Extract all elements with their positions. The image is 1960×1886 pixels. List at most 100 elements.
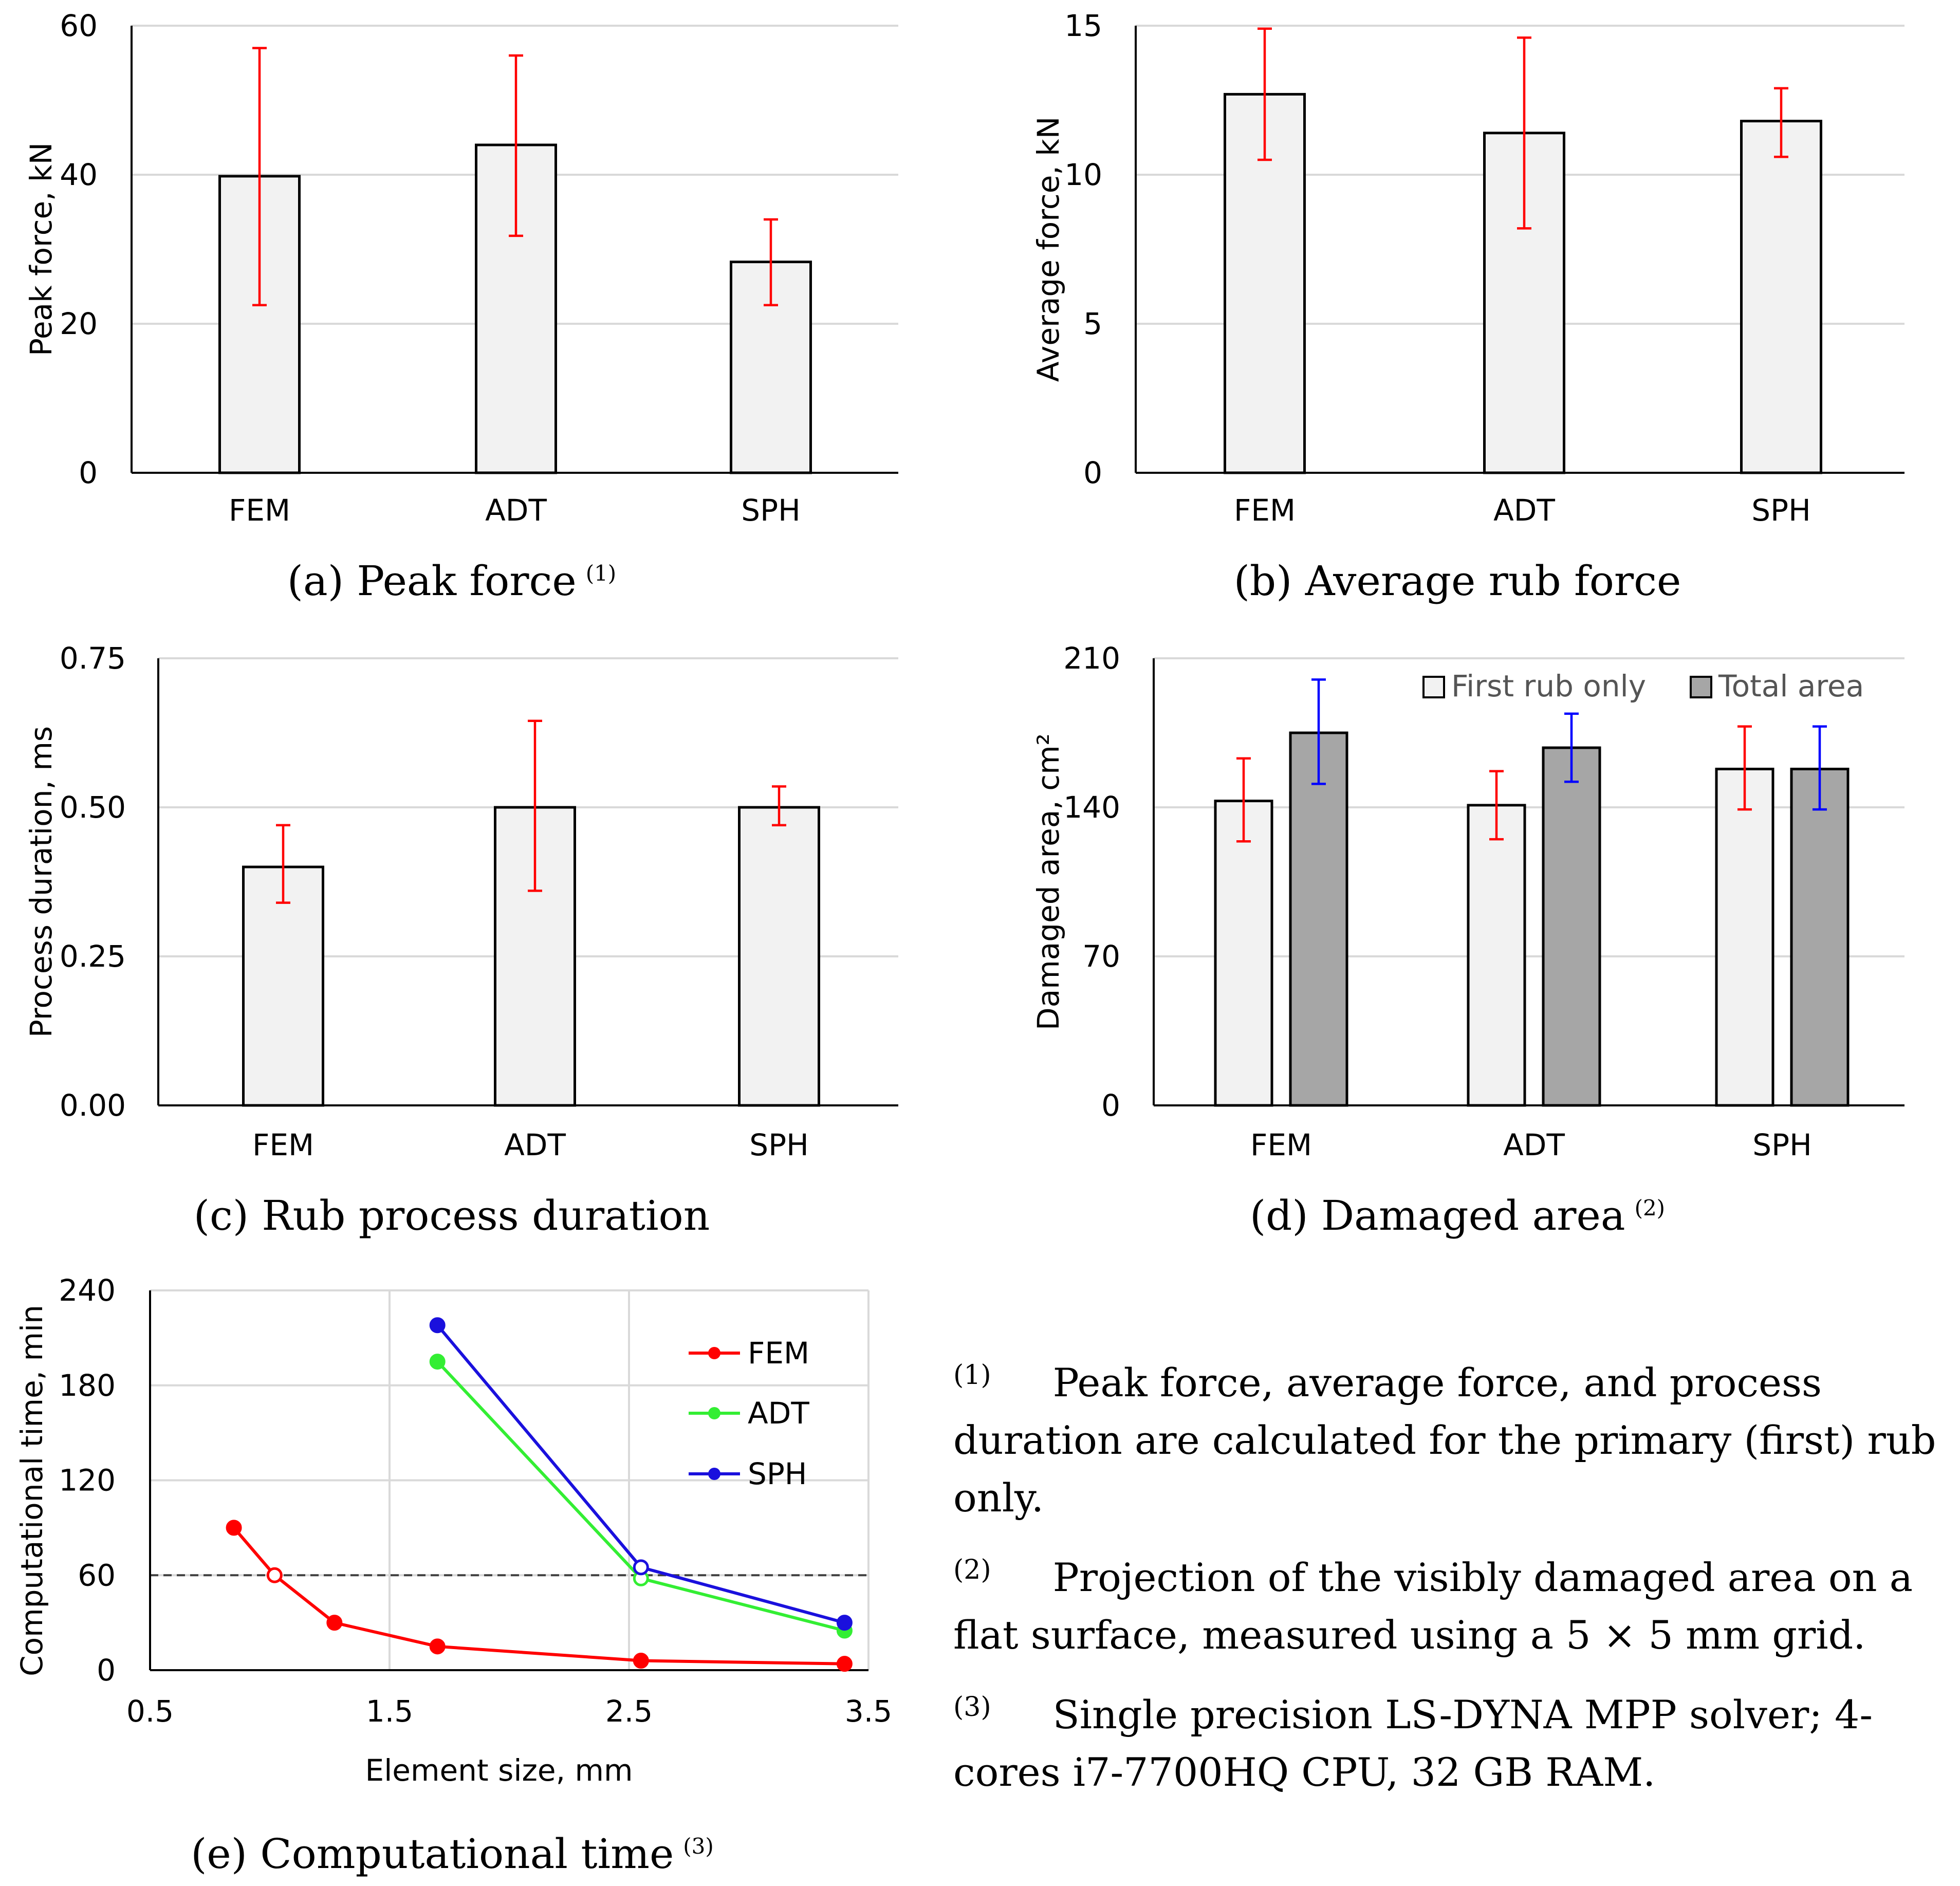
bar-adt-series-2	[1542, 746, 1601, 1107]
legend: First rub only Total area	[1422, 669, 1864, 704]
error-bar	[1564, 712, 1579, 783]
x-tick-label: ADT	[504, 1127, 566, 1162]
y-tick-label: 60	[78, 1558, 116, 1593]
y-axis-label: Damaged area, cm²	[1031, 733, 1066, 1030]
y-tick-label: 0	[1101, 1088, 1120, 1123]
legend-label: Total area	[1718, 669, 1864, 704]
bar-fem-series-1	[1214, 800, 1273, 1107]
y-tick-label: 10	[1064, 157, 1102, 192]
y-tick-label: 20	[60, 306, 98, 341]
error-bar	[509, 54, 523, 237]
error-bar	[772, 785, 786, 827]
y-tick-label: 40	[60, 157, 98, 192]
x-tick-label: SPH	[749, 1127, 808, 1162]
caption-text: (a) Peak force	[287, 557, 577, 605]
data-point	[633, 1559, 649, 1576]
footnote-3-text: Single precision LS-DYNA MPP solver; 4-c…	[953, 1692, 1873, 1795]
data-point	[429, 1354, 446, 1370]
data-point	[429, 1638, 446, 1655]
error-bar	[1489, 770, 1504, 841]
footnotes: (1) Peak force, average force, and proces…	[953, 1346, 1955, 1816]
y-axis-label: Peak force, kN	[24, 142, 59, 356]
x-axis-label: Element size, mm	[365, 1753, 633, 1788]
caption-text: (c) Rub process duration	[194, 1192, 710, 1240]
error-bar	[276, 824, 290, 904]
legend-marker	[708, 1407, 720, 1419]
legend-label: First rub only	[1451, 669, 1646, 704]
caption-text: (b) Average rub force	[1234, 557, 1681, 605]
x-tick-label: ADT	[1493, 493, 1555, 528]
footnote-3-number: (3)	[953, 1692, 991, 1723]
bar-fem	[242, 865, 324, 1107]
caption-c: (c) Rub process duration	[194, 1192, 710, 1240]
legend: FEM ADT SPH	[689, 1336, 809, 1491]
y-tick-label: 0.50	[60, 790, 126, 825]
error-bar	[1236, 757, 1251, 843]
y-tick-label: 0	[1083, 455, 1102, 490]
x-tick-label: 3.5	[845, 1694, 892, 1729]
footnote-3: (3) Single precision LS-DYNA MPP solver; …	[953, 1678, 1955, 1801]
y-tick-label: 180	[59, 1368, 116, 1403]
footnote-2-text: Projection of the visibly damaged area o…	[953, 1555, 1913, 1658]
error-bar	[528, 719, 542, 892]
y-axis-label: Process duration, ms	[24, 726, 59, 1038]
y-tick-label: 0.00	[60, 1088, 126, 1123]
legend-label: FEM	[748, 1336, 809, 1371]
y-tick-label: 60	[60, 8, 98, 43]
y-tick-label: 210	[1063, 641, 1120, 676]
error-bar	[1737, 725, 1752, 811]
y-tick-label: 120	[59, 1463, 116, 1498]
data-point	[429, 1317, 446, 1334]
caption-superscript: (3)	[683, 1834, 714, 1859]
x-tick-label: ADT	[485, 493, 547, 528]
bar-fem-series-2	[1289, 731, 1348, 1107]
caption-text: (e) Computational time	[191, 1830, 674, 1878]
error-bar	[1311, 678, 1326, 785]
data-point	[226, 1520, 242, 1536]
error-bar	[1774, 87, 1788, 158]
y-tick-label: 240	[59, 1273, 116, 1308]
footnote-2: (2) Projection of the visibly damaged are…	[953, 1541, 1955, 1664]
y-tick-label: 15	[1064, 8, 1102, 43]
caption-text: (d) Damaged area	[1250, 1192, 1625, 1240]
legend-swatch	[1690, 676, 1712, 698]
data-point	[836, 1656, 853, 1672]
caption-b: (b) Average rub force	[1234, 557, 1681, 605]
y-tick-label: 0	[79, 455, 98, 490]
y-tick-label: 0	[97, 1653, 116, 1688]
x-tick-label: FEM	[252, 1127, 314, 1162]
data-point	[633, 1653, 649, 1669]
caption-superscript: (2)	[1635, 1195, 1666, 1221]
x-tick-label: 2.5	[605, 1694, 653, 1729]
footnote-1-text: Peak force, average force, and process d…	[953, 1360, 1936, 1521]
caption-d: (d) Damaged area (2)	[1250, 1192, 1665, 1240]
error-bar	[252, 47, 267, 306]
legend-marker	[708, 1468, 720, 1480]
data-point	[326, 1615, 343, 1631]
y-tick-label: 5	[1083, 306, 1102, 341]
x-tick-label: SPH	[1751, 493, 1810, 528]
legend-marker	[708, 1347, 720, 1359]
chart-b: 0 5 10 15 FEM ADT SPH Average force, kN (b) Aver…	[1031, 8, 1904, 605]
x-tick-label: 1.5	[366, 1694, 413, 1729]
x-tick-label: SPH	[1752, 1127, 1811, 1162]
x-tick-label: 0.5	[126, 1694, 174, 1729]
legend-label: ADT	[748, 1396, 809, 1431]
legend-swatch	[1422, 676, 1445, 698]
error-bar	[1258, 27, 1272, 161]
chart-e: 0.5 1.5 2.5 3.5 0 60 120 180 240 Element size, mm…	[14, 1273, 892, 1878]
y-tick-label: 140	[1063, 790, 1120, 825]
chart-c: 0.00 0.25 0.50 0.75 FEM ADT SPH Process duratio…	[24, 641, 898, 1240]
footnote-2-number: (2)	[953, 1555, 991, 1585]
y-axis-label: Computational time, min	[14, 1305, 49, 1676]
series-sph	[429, 1317, 853, 1631]
footnote-1-number: (1)	[953, 1360, 991, 1391]
x-tick-label: ADT	[1503, 1127, 1565, 1162]
error-bar	[764, 218, 778, 306]
error-bar	[1517, 36, 1531, 230]
bar-sph	[738, 806, 820, 1107]
bar-sph-series-1	[1715, 767, 1774, 1107]
caption-superscript: (1)	[586, 561, 617, 586]
x-tick-label: FEM	[1250, 1127, 1312, 1162]
bar-sph-series-2	[1790, 767, 1850, 1107]
